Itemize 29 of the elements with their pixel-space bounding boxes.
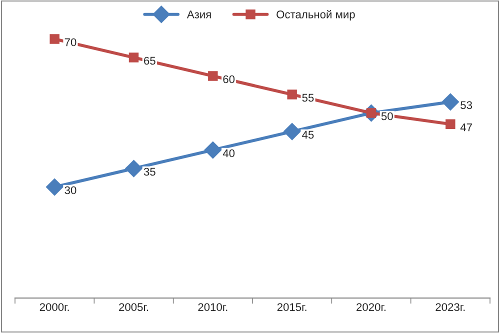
point [46, 178, 64, 196]
x-tick-label: 2015г. [277, 303, 306, 312]
point [50, 34, 60, 44]
data-label: 50 [381, 112, 393, 120]
legend-label: Азия [186, 10, 211, 18]
x-tick-label: 2005г. [119, 303, 148, 312]
data-label: 70 [64, 38, 76, 46]
point [128, 52, 139, 62]
data-label: 35 [144, 168, 156, 176]
point [204, 141, 222, 159]
point [125, 160, 142, 178]
point [287, 90, 297, 100]
point [442, 93, 459, 110]
point [446, 119, 456, 129]
x-tick-label: 2023г. [436, 303, 465, 312]
data-label: 60 [223, 75, 235, 84]
data-label: 65 [144, 56, 156, 65]
legend-label: Остальной мир [276, 10, 355, 21]
point [284, 122, 301, 140]
data-label: 30 [64, 186, 76, 194]
x-tick-label: 2000г. [40, 303, 69, 312]
data-label: 53 [460, 101, 472, 110]
data-label: 47 [460, 124, 472, 132]
data-label: 40 [222, 149, 235, 158]
point [208, 71, 218, 81]
data-label: 45 [302, 130, 314, 139]
data-label: 55 [302, 94, 314, 102]
x-tick-label: 2020г. [356, 303, 386, 312]
x-tick-label: 2010г. [198, 303, 228, 312]
